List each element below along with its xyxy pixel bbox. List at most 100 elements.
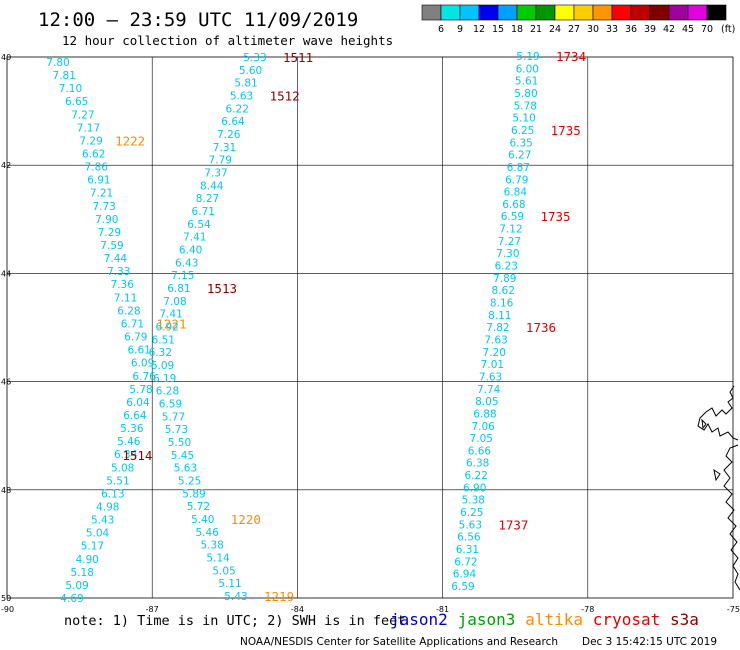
wave-height-value: 7.89 xyxy=(493,273,516,285)
legend-swatch xyxy=(478,4,499,21)
mission-label-s3a: s3a xyxy=(670,610,699,629)
legend-swatch xyxy=(630,4,651,21)
pass-time-label: 1514 xyxy=(122,448,152,463)
wave-height-value: 7.74 xyxy=(477,384,501,396)
legend-label: 24 xyxy=(549,24,561,35)
latitude-label: 46 xyxy=(1,378,11,387)
wave-height-value: 5.43 xyxy=(224,591,247,603)
wave-height-value: 7.15 xyxy=(171,270,194,282)
latitude-label: 42 xyxy=(1,161,11,170)
wave-height-value: 5.14 xyxy=(206,553,230,565)
mission-label-altika: altika xyxy=(525,610,583,629)
longitude-label: -81 xyxy=(436,605,449,614)
wave-height-value: 6.32 xyxy=(149,347,172,359)
wave-height-value: 6.65 xyxy=(65,96,88,108)
wave-height-value: 7.26 xyxy=(217,129,241,141)
wave-height-value: 6.28 xyxy=(117,305,140,317)
wave-height-value: 8.05 xyxy=(475,396,498,408)
wave-height-value: 6.79 xyxy=(505,174,528,186)
wave-height-value: 6.23 xyxy=(495,261,518,273)
wave-height-value: 5.36 xyxy=(120,423,144,435)
latitude-label: 44 xyxy=(1,269,11,278)
generated-timestamp: Dec 3 15:42:15 UTC 2019 xyxy=(582,636,717,648)
wave-height-value: 6.27 xyxy=(508,150,531,162)
wave-height-value: 5.63 xyxy=(230,91,253,103)
wave-height-value: 5.33 xyxy=(243,52,266,64)
wave-height-value: 6.38 xyxy=(466,458,489,470)
wave-height-value: 6.90 xyxy=(463,482,486,494)
legend-swatch xyxy=(592,4,613,21)
wave-height-value: 5.10 xyxy=(512,113,535,125)
wave-height-value: 7.82 xyxy=(486,322,509,334)
wave-height-value: 6.91 xyxy=(87,175,110,187)
wave-height-value: 6.64 xyxy=(123,410,147,422)
wave-height-value: 6.59 xyxy=(451,581,474,593)
legend-swatch xyxy=(421,4,442,21)
wave-height-value: 5.38 xyxy=(200,540,223,552)
map-title: 12:00 – 23:59 UTC 11/09/2019 xyxy=(38,9,358,31)
wave-height-value: 6.84 xyxy=(504,187,528,199)
longitude-label: -90 xyxy=(1,605,14,614)
wave-height-value: 7.33 xyxy=(107,266,130,278)
mission-label-jason2: jason2 xyxy=(390,610,448,629)
legend-swatch xyxy=(554,4,575,21)
legend-label: 42 xyxy=(663,24,675,35)
wave-height-value: 5.77 xyxy=(162,411,185,423)
map-frame xyxy=(6,56,734,599)
latitude-label: 50 xyxy=(1,594,11,603)
wave-height-value: 5.51 xyxy=(106,475,129,487)
wave-height-value: 6.64 xyxy=(221,116,245,128)
wave-height-value: 5.17 xyxy=(81,541,104,553)
wave-height-value: 6.71 xyxy=(192,206,215,218)
pass-time-label: 1734 xyxy=(556,49,586,64)
wave-height-value: 5.11 xyxy=(218,578,241,590)
legend-label: 18 xyxy=(511,24,523,35)
wave-height-value: 6.72 xyxy=(454,556,477,568)
legend-swatch xyxy=(668,4,689,21)
wave-height-value: 6.28 xyxy=(156,386,179,398)
wave-height-value: 5.80 xyxy=(514,88,537,100)
wave-height-value: 6.22 xyxy=(465,470,488,482)
legend-label: 36 xyxy=(625,24,637,35)
wave-height-value: 7.20 xyxy=(483,347,506,359)
wave-height-value: 6.59 xyxy=(159,399,182,411)
wave-height-value: 6.59 xyxy=(501,211,524,223)
legend-swatch xyxy=(687,4,708,21)
wave-height-value: 7.59 xyxy=(100,240,123,252)
legend-unit: (ft) xyxy=(721,24,735,35)
wave-height-value: 8.27 xyxy=(196,193,219,205)
wave-height-value: 7.27 xyxy=(71,109,94,121)
wave-height-value: 8.16 xyxy=(490,298,514,310)
pass-time-label: 1735 xyxy=(540,209,570,224)
mission-legend: jason2 jason3 altika cryosat s3a xyxy=(390,610,699,629)
mission-label-cryosat: cryosat xyxy=(593,610,660,629)
legend-swatch xyxy=(440,4,461,21)
wave-height-value: 6.25 xyxy=(460,507,483,519)
wave-height-value: 5.09 xyxy=(65,580,88,592)
wave-height-value: 8.62 xyxy=(492,285,515,297)
legend-swatch xyxy=(497,4,518,21)
wave-height-value: 6.09 xyxy=(131,358,154,370)
map-subtitle: 12 hour collection of altimeter wave hei… xyxy=(62,33,393,48)
legend-swatch xyxy=(706,4,727,21)
pass-time-label: 1735 xyxy=(551,123,581,138)
wave-height-value: 6.87 xyxy=(507,162,530,174)
wave-height-value: 7.01 xyxy=(481,359,504,371)
wave-height-value: 5.78 xyxy=(129,384,152,396)
longitude-label: -78 xyxy=(581,605,594,614)
wave-height-value: 7.81 xyxy=(53,70,76,82)
wave-height-value: 6.76 xyxy=(132,371,156,383)
legend-label: 15 xyxy=(492,24,504,35)
pass-time-label: 1511 xyxy=(283,50,313,65)
wave-height-value: 5.08 xyxy=(111,462,134,474)
wave-height-value: 6.35 xyxy=(509,137,532,149)
wave-height-value: 5.19 xyxy=(516,51,539,63)
wave-height-value: 5.73 xyxy=(165,424,188,436)
wave-height-value: 5.50 xyxy=(168,437,191,449)
pass-time-label: 1513 xyxy=(207,281,237,296)
wave-height-value: 5.89 xyxy=(182,488,205,500)
wave-height-value: 6.40 xyxy=(179,245,202,257)
wave-height-value: 7.30 xyxy=(496,248,519,260)
wave-height-value: 6.43 xyxy=(175,257,198,269)
